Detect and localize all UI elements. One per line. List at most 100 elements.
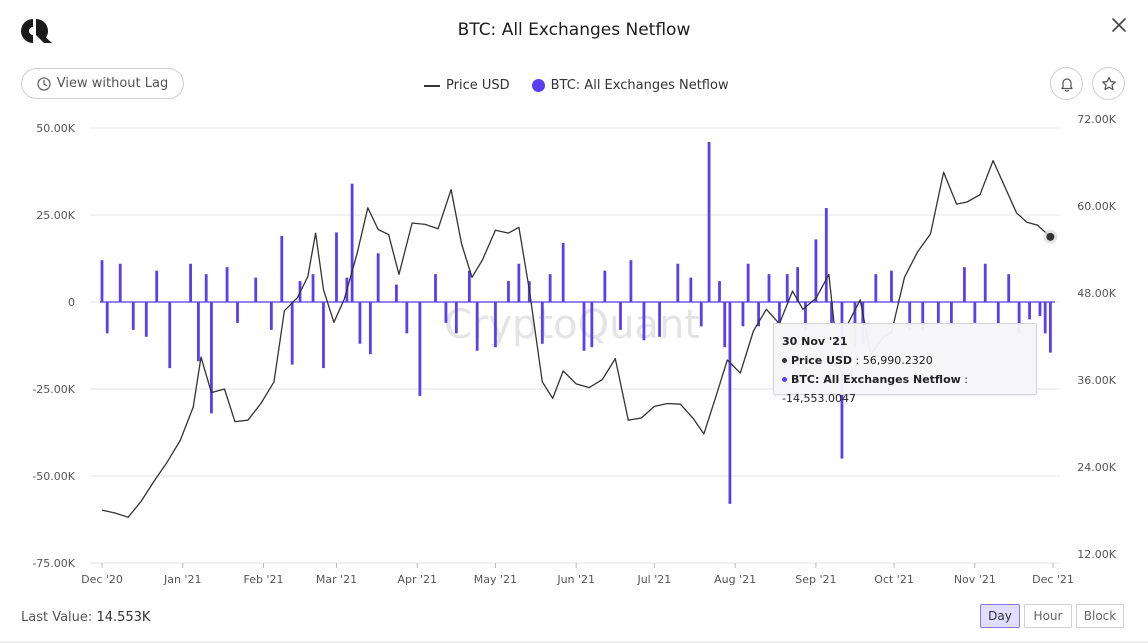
netflow-bar (269, 302, 273, 330)
netflow-bar (1007, 274, 1011, 302)
dot-swatch-icon (531, 79, 545, 92)
bottom-divider (0, 641, 1148, 643)
netflow-bar (1028, 302, 1031, 320)
netflow-bar (921, 302, 925, 330)
view-without-lag-button[interactable]: View without Lag (21, 68, 184, 99)
y-right-tick-label: 12.00K (1077, 548, 1116, 561)
chart-tooltip: 30 Nov '21 Price USD : 56,990.2320 BTC: … (773, 323, 1037, 405)
netflow-bar (949, 302, 953, 327)
x-tick-label: Jan '21 (163, 573, 201, 586)
netflow-bar (290, 302, 294, 365)
netflow-bar (1017, 302, 1021, 334)
netflow-bar (311, 274, 315, 302)
netflow-bar (963, 267, 966, 302)
y-left-tick-label: -50.00K (32, 470, 75, 483)
tooltip-price-label: Price USD (791, 354, 853, 367)
favorite-button[interactable] (1092, 67, 1125, 100)
netflow-bar (785, 274, 789, 302)
netflow-bar (582, 302, 586, 351)
netflow-bar (376, 253, 380, 302)
y-right-tick-label: 72.00K (1077, 113, 1116, 126)
last-value-label: Last Value: (21, 610, 93, 625)
period-block-button[interactable]: Block (1076, 604, 1124, 628)
netflow-bar (507, 281, 510, 302)
close-icon[interactable] (1108, 14, 1130, 36)
netflow-bar (1043, 302, 1047, 334)
netflow-bar (830, 302, 833, 323)
netflow-bar (796, 267, 800, 302)
netflow-bar (718, 281, 721, 302)
x-tick-label: Dec '20 (81, 573, 123, 586)
tooltip-netflow-label: BTC: All Exchanges Netflow (791, 373, 961, 386)
netflow-bar (236, 302, 239, 323)
x-tick-label: Oct '21 (874, 573, 914, 586)
y-right-tick-label: 48.00K (1077, 287, 1116, 300)
netflow-bar (619, 302, 622, 330)
netflow-bar (548, 274, 552, 302)
netflow-bar (434, 274, 437, 302)
netflow-bar (280, 235, 284, 302)
netflow-bar (100, 260, 104, 302)
x-tick-label: May '21 (474, 573, 517, 586)
netflow-bar (728, 302, 732, 504)
line-swatch-icon (424, 84, 440, 87)
netflow-bar (804, 302, 807, 330)
cryptoquant-logo-icon (21, 19, 52, 43)
netflow-bar (444, 302, 448, 323)
netflow-bar (642, 302, 646, 341)
netflow-bar (908, 302, 912, 330)
netflow-bar (723, 302, 727, 348)
period-selector: Day Hour Block (980, 604, 1124, 628)
watermark-text: CryptoQuant (444, 302, 700, 348)
y-right-tick-label: 60.00K (1077, 200, 1116, 213)
tooltip-netflow-row: BTC: All Exchanges Netflow : -14,553.004… (782, 373, 968, 405)
netflow-bar (629, 260, 633, 302)
alert-button[interactable] (1050, 67, 1083, 100)
netflow-bar (118, 263, 122, 302)
netflow-bar (676, 263, 680, 302)
x-tick-label: Aug '21 (714, 573, 756, 586)
netflow-bar (561, 242, 565, 302)
netflow-bar (996, 302, 1000, 327)
y-left-tick-label: 50.00K (36, 122, 75, 135)
netflow-bar (699, 302, 703, 327)
y-left-tick-label: -25.00K (32, 383, 75, 396)
netflow-bar (144, 302, 148, 337)
netflow-bar (350, 183, 354, 302)
netflow-bar (983, 263, 987, 302)
star-icon (1101, 76, 1116, 90)
legend-item-price[interactable]: Price USD (424, 78, 510, 93)
last-value-number: 14.553K (96, 610, 151, 625)
bell-icon (1060, 77, 1073, 92)
x-tick-label: Dec '21 (1032, 573, 1074, 586)
netflow-bar (778, 302, 781, 323)
netflow-bar (973, 302, 977, 323)
netflow-bar (322, 302, 325, 369)
y-left-tick-label: 0 (68, 296, 75, 309)
legend-item-netflow[interactable]: BTC: All Exchanges Netflow (531, 78, 729, 93)
netflow-bar (767, 274, 771, 302)
period-day-button[interactable]: Day (980, 604, 1020, 628)
x-tick-label: Jun '21 (556, 573, 595, 586)
netflow-bar (861, 302, 865, 344)
netflow-bar (189, 263, 192, 302)
netflow-bar (254, 277, 258, 302)
x-tick-label: Apr '21 (397, 573, 437, 586)
netflow-chart[interactable]: CryptoQuant 50.00K 25.00K 0 -25.00K -50.00K -… (0, 105, 1148, 593)
netflow-bar (210, 302, 213, 414)
netflow-bar (814, 239, 818, 302)
netflow-bar (405, 302, 409, 334)
period-hour-button[interactable]: Hour (1024, 604, 1072, 628)
netflow-bar (467, 270, 471, 302)
netflow-bar (707, 141, 711, 302)
page-title: BTC: All Exchanges Netflow (457, 20, 691, 40)
netflow-bar (746, 263, 750, 302)
netflow-bar (168, 302, 172, 369)
netflow-bar (590, 302, 594, 348)
netflow-bar (603, 270, 607, 302)
netflow-bar (395, 284, 398, 302)
netflow-bar (454, 302, 458, 334)
netflow-bar (475, 302, 479, 351)
netflow-bar (890, 270, 893, 302)
netflow-bar (197, 302, 200, 362)
